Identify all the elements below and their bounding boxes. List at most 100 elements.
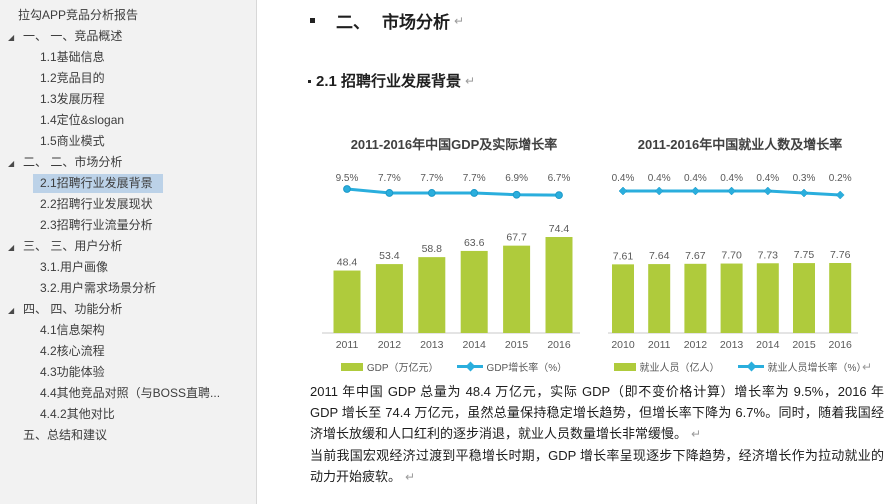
heading-market-analysis: 二、 市场分析 ↵ bbox=[310, 8, 464, 33]
bar bbox=[503, 245, 531, 333]
year-label: 2011 bbox=[336, 339, 359, 351]
legend-label: 就业人员（亿人） bbox=[639, 363, 720, 374]
gdp-chart: 2011-2016年中国GDP及实际增长率 48.4 2011 53.4 2012 58.… bbox=[320, 125, 588, 374]
nav-item[interactable]: 4.3功能体验 bbox=[0, 362, 256, 383]
body-paragraph-text: 2011 年中国 GDP 总量为 48.4 万亿元，实际 GDP（即不变价格计算… bbox=[310, 384, 884, 441]
bar bbox=[720, 263, 743, 333]
nav-item-label: 4.1信息架构 bbox=[40, 323, 105, 337]
nav-item-label: 三、 三、用户分析 bbox=[23, 239, 123, 253]
growth-line bbox=[346, 187, 560, 197]
growth-value-label: 7.7% bbox=[463, 173, 486, 184]
bar bbox=[793, 263, 815, 333]
body-paragraph: 当前我国宏观经济过渡到平稳增长时期，GDP 增长率呈现逐步下降趋势，经济增长作为… bbox=[310, 445, 884, 488]
body-paragraph-text: 当前我国宏观经济过渡到平稳增长时期，GDP 增长率呈现逐步下降趋势，经济增长作为… bbox=[310, 448, 884, 484]
paragraph-mark-icon: ↵ bbox=[405, 470, 416, 484]
year-label: 2012 bbox=[378, 339, 402, 351]
nav-item[interactable]: 1.2竞品目的 bbox=[0, 68, 256, 89]
nav-item-label: 2.3招聘行业流量分析 bbox=[40, 218, 153, 232]
nav-item[interactable]: 2.1招聘行业发展背景 bbox=[0, 173, 256, 194]
year-label: 2013 bbox=[420, 339, 444, 351]
line-point-icon bbox=[427, 189, 436, 197]
year-label: 2011 bbox=[648, 339, 671, 351]
bar bbox=[648, 264, 671, 333]
paragraph-mark-icon: ↵ bbox=[465, 73, 476, 88]
year-label: 2014 bbox=[756, 339, 780, 351]
nav-item[interactable]: ◢ 四、 四、功能分析 bbox=[0, 299, 256, 320]
line-point-icon bbox=[727, 186, 736, 196]
nav-item-label: 4.4.2其他对比 bbox=[40, 407, 115, 421]
nav-item[interactable]: ◢ 二、 二、市场分析 bbox=[0, 152, 256, 173]
nav-item-label: 1.1基础信息 bbox=[40, 50, 105, 64]
nav-item-label: 1.5商业模式 bbox=[40, 134, 105, 148]
bar bbox=[829, 263, 852, 333]
nav-item-label: 3.2.用户需求场景分析 bbox=[40, 281, 157, 295]
bar-value-label: 53.4 bbox=[379, 250, 400, 262]
legend-label: GDP增长率（%） bbox=[486, 363, 568, 374]
document-area[interactable]: 二、 市场分析 ↵ 2.1 招聘行业发展背景 ↵ 2011-2016年中国GDP… bbox=[258, 0, 896, 504]
line-point-icon bbox=[799, 188, 809, 198]
nav-item[interactable]: 1.1基础信息 bbox=[0, 47, 256, 68]
bar-swatch-icon bbox=[340, 362, 363, 371]
year-label: 2015 bbox=[505, 339, 529, 351]
nav-item[interactable]: 4.4其他竞品对照（与BOSS直聘... bbox=[0, 383, 256, 404]
body-paragraph: 2011 年中国 GDP 总量为 48.4 万亿元，实际 GDP（即不变价格计算… bbox=[310, 381, 884, 445]
heading-2-1: 2.1 招聘行业发展背景 ↵ bbox=[308, 70, 475, 91]
nav-item[interactable]: 4.2核心流程 bbox=[0, 341, 256, 362]
nav-item[interactable]: 3.2.用户需求场景分析 bbox=[0, 278, 256, 299]
growth-value-label: 0.4% bbox=[648, 173, 671, 184]
legend-label: 就业人员增长率（%） bbox=[767, 363, 867, 374]
year-label: 2016 bbox=[829, 339, 853, 351]
nav-item[interactable]: 1.5商业模式 bbox=[0, 131, 256, 152]
bar bbox=[545, 237, 573, 333]
bar-swatch-icon bbox=[613, 362, 636, 371]
nav-item-label: 1.3发展历程 bbox=[40, 92, 105, 106]
collapse-triangle-icon[interactable]: ◢ bbox=[8, 33, 15, 42]
collapse-triangle-icon[interactable]: ◢ bbox=[8, 159, 15, 168]
growth-value-label: 0.3% bbox=[793, 173, 816, 184]
bar-value-label: 58.8 bbox=[422, 243, 443, 255]
nav-item-label: 一、 一、竞品概述 bbox=[23, 29, 123, 43]
nav-doc-title[interactable]: 拉勾APP竞品分析报告 bbox=[0, 5, 256, 26]
nav-item-label: 四、 四、功能分析 bbox=[23, 302, 123, 316]
chart-title: 2011-2016年中国GDP及实际增长率 bbox=[350, 137, 558, 152]
nav-item-label: 2.2招聘行业发展现状 bbox=[40, 197, 153, 211]
year-label: 2012 bbox=[684, 339, 708, 351]
nav-item[interactable]: 4.4.2其他对比 bbox=[0, 404, 256, 425]
legend-item-line: 就业人员增长率（%） bbox=[737, 359, 867, 374]
line-marker-icon bbox=[465, 361, 475, 372]
nav-item[interactable]: ◢ 一、 一、竞品概述 bbox=[0, 26, 256, 47]
body-text: 2011 年中国 GDP 总量为 48.4 万亿元，实际 GDP（即不变价格计算… bbox=[310, 381, 884, 488]
legend-label: GDP（万亿元） bbox=[366, 363, 439, 374]
nav-item-label: 2.1招聘行业发展背景 bbox=[33, 174, 163, 193]
growth-value-label: 7.7% bbox=[378, 173, 401, 184]
line-marker-icon bbox=[746, 361, 756, 372]
nav-item[interactable]: 3.1.用户画像 bbox=[0, 257, 256, 278]
heading2-text: 2.1 招聘行业发展背景 bbox=[316, 73, 462, 90]
bar-value-label: 7.73 bbox=[758, 249, 779, 261]
nav-item[interactable]: 1.3发展历程 bbox=[0, 89, 256, 110]
nav-item[interactable]: 2.2招聘行业发展现状 bbox=[0, 194, 256, 215]
chart-legend: 就业人员（亿人） 就业人员增长率（%） bbox=[606, 359, 874, 374]
growth-value-label: 9.5% bbox=[336, 173, 359, 184]
year-label: 2016 bbox=[547, 339, 571, 351]
line-point-icon bbox=[343, 185, 351, 193]
nav-item-label: 4.3功能体验 bbox=[40, 365, 105, 379]
collapse-triangle-icon[interactable]: ◢ bbox=[8, 243, 15, 252]
nav-item[interactable]: 2.3招聘行业流量分析 bbox=[0, 215, 256, 236]
bar bbox=[418, 257, 446, 333]
paragraph-mark-icon: ↵ bbox=[454, 13, 465, 28]
navigation-pane: 拉勾APP竞品分析报告 ◢ 一、 一、竞品概述 1.1基础信息 1.2竞品目的 1.3发… bbox=[0, 0, 257, 504]
nav-doc-title-label: 拉勾APP竞品分析报告 bbox=[18, 8, 139, 22]
nav-item-label: 4.2核心流程 bbox=[40, 344, 105, 358]
nav-item[interactable]: 4.1信息架构 bbox=[0, 320, 256, 341]
nav-item[interactable]: ◢ 三、 三、用户分析 bbox=[0, 236, 256, 257]
nav-item[interactable]: 五、总结和建议 bbox=[0, 425, 256, 446]
nav-item[interactable]: 1.4定位&slogan bbox=[0, 110, 256, 131]
collapse-triangle-icon[interactable]: ◢ bbox=[8, 306, 15, 315]
line-point-icon bbox=[385, 189, 394, 197]
nav-item-label: 二、 二、市场分析 bbox=[23, 155, 123, 169]
line-swatch-icon bbox=[737, 361, 764, 372]
nav-item-label: 3.1.用户画像 bbox=[40, 260, 109, 274]
bar-value-label: 7.61 bbox=[613, 250, 634, 262]
bar-value-label: 67.7 bbox=[506, 232, 527, 244]
